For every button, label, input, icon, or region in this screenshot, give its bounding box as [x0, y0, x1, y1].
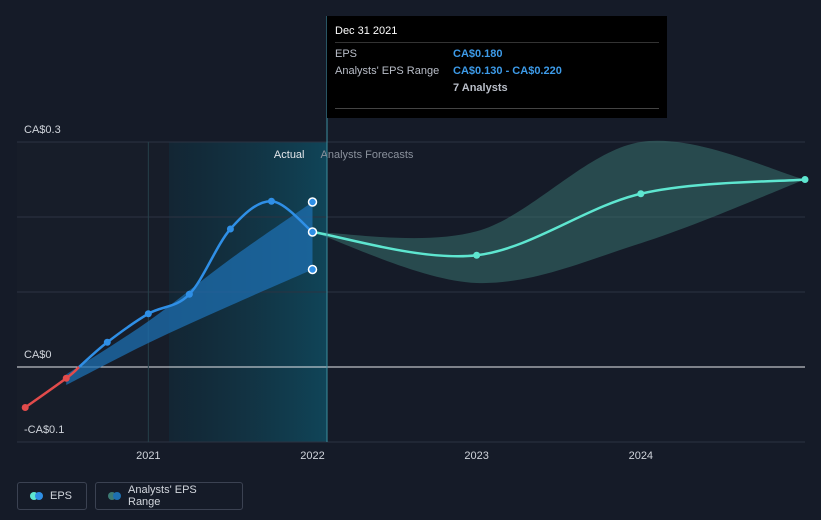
y-tick-label: CA$0: [24, 349, 52, 361]
tooltip: Dec 31 2021 EPS CA$0.180 Analysts' EPS R…: [327, 16, 667, 118]
tooltip-range-label: Analysts' EPS Range: [335, 65, 440, 77]
eps-actual-point: [307, 227, 318, 237]
eps-actual-point: [103, 338, 111, 346]
tooltip-range-value: CA$0.130 - CA$0.220: [453, 65, 562, 77]
y-tick-label: -CA$0.1: [24, 424, 64, 436]
eps-forecast-point: [637, 190, 645, 198]
forecast-label: Analysts Forecasts: [321, 149, 414, 161]
legend-range-label: Analysts' EPS Range: [128, 484, 197, 508]
tooltip-range-row: Analysts' EPS Range CA$0.130 - CA$0.220: [335, 63, 659, 80]
legend-eps-label: EPS: [50, 490, 73, 502]
legend-eps-swatch: [30, 492, 43, 500]
x-tick-label: 2024: [629, 450, 653, 462]
actual-label: Actual: [274, 149, 305, 161]
x-tick-label: 2023: [464, 450, 488, 462]
tooltip-eps-value: CA$0.180: [453, 48, 503, 60]
legend: EPS Analysts' EPS Range: [17, 482, 243, 510]
tooltip-analysts-row: 7 Analysts: [335, 80, 659, 97]
forecast-range-band: [312, 140, 805, 284]
tooltip-date: Dec 31 2021: [335, 24, 659, 43]
legend-range[interactable]: Analysts' EPS Range: [95, 482, 243, 510]
eps-actual-point: [185, 290, 193, 298]
legend-range-swatch: [108, 492, 121, 500]
eps-actual-point: [21, 404, 29, 411]
eps-points: [21, 176, 809, 411]
eps-actual-point: [267, 197, 275, 205]
tooltip-eps-row: EPS CA$0.180: [335, 46, 659, 63]
axis-labels: CA$0.3 CA$0 -CA$0.1 2021 2022 2023 2024 Actual A…: [24, 124, 653, 462]
eps-actual-point: [226, 225, 234, 233]
range-marker-point: [307, 197, 318, 207]
x-tick-label: 2021: [136, 450, 160, 462]
eps-actual-point: [62, 374, 70, 382]
tooltip-analysts-count: 7 Analysts: [453, 82, 508, 94]
eps-forecast-point: [473, 251, 481, 259]
eps-actual-point: [144, 310, 152, 318]
x-tick-label: 2022: [300, 450, 324, 462]
eps-forecast-line: [312, 178, 806, 258]
y-tick-label: CA$0.3: [24, 124, 61, 136]
range-marker-point: [307, 264, 318, 275]
tooltip-eps-label: EPS: [335, 48, 358, 60]
legend-eps[interactable]: EPS: [17, 482, 87, 510]
eps-forecast-point: [801, 176, 809, 183]
